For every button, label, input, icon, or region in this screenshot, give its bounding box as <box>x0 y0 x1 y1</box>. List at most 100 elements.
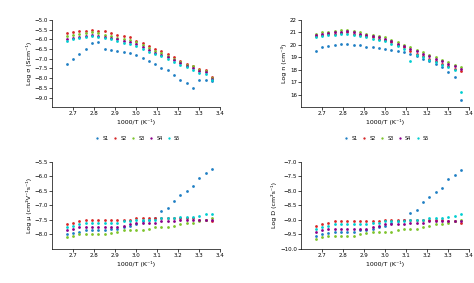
Point <box>426 57 433 62</box>
Point <box>202 218 210 222</box>
Point <box>202 212 210 216</box>
Point <box>183 62 191 67</box>
Point <box>369 225 376 230</box>
Point <box>394 49 401 53</box>
Point <box>95 40 102 44</box>
Point <box>407 226 414 231</box>
Point <box>101 47 109 51</box>
Point <box>95 232 102 237</box>
Point <box>394 222 401 226</box>
Point <box>63 37 71 42</box>
Point <box>208 167 216 171</box>
Point <box>82 28 90 33</box>
Point <box>419 56 427 61</box>
Point <box>432 219 439 224</box>
Point <box>63 61 71 66</box>
Point <box>95 28 102 33</box>
Point <box>69 30 77 35</box>
Point <box>76 29 83 34</box>
Point <box>132 216 140 221</box>
Point <box>457 220 465 225</box>
Point <box>438 186 446 190</box>
Point <box>189 220 197 225</box>
Point <box>457 212 465 216</box>
Point <box>139 47 146 51</box>
Point <box>114 33 121 38</box>
Point <box>337 42 345 46</box>
Point <box>139 228 146 232</box>
Point <box>164 52 172 56</box>
Point <box>438 59 446 63</box>
Point <box>132 228 140 232</box>
Point <box>356 33 364 37</box>
Point <box>177 62 184 67</box>
Point <box>325 33 332 38</box>
Point <box>369 226 376 231</box>
Point <box>76 52 83 56</box>
Point <box>120 39 128 44</box>
Point <box>132 44 140 48</box>
Point <box>63 34 71 38</box>
Point <box>445 220 452 225</box>
Point <box>356 228 364 232</box>
Point <box>394 219 401 224</box>
Point <box>195 218 203 222</box>
Point <box>82 218 90 222</box>
Point <box>107 218 115 222</box>
Point <box>63 222 71 226</box>
Point <box>101 218 109 222</box>
X-axis label: 1000/T (K⁻¹): 1000/T (K⁻¹) <box>366 261 404 267</box>
Point <box>139 55 146 60</box>
Point <box>319 34 326 38</box>
Point <box>312 226 319 231</box>
Point <box>363 219 370 224</box>
Point <box>208 218 216 222</box>
Point <box>69 33 77 38</box>
Point <box>407 49 414 53</box>
Point <box>101 35 109 40</box>
Point <box>432 216 439 221</box>
Point <box>331 226 338 231</box>
Point <box>145 58 153 63</box>
Point <box>76 225 83 230</box>
Point <box>183 220 191 225</box>
Point <box>331 31 338 36</box>
Point <box>158 225 165 230</box>
Point <box>69 226 77 231</box>
Point <box>375 34 383 38</box>
Point <box>451 172 458 177</box>
Point <box>344 222 351 226</box>
Point <box>107 231 115 235</box>
Point <box>189 68 197 73</box>
Point <box>145 226 153 231</box>
Point <box>344 234 351 238</box>
Point <box>164 225 172 230</box>
Point <box>139 43 146 47</box>
Point <box>350 229 357 234</box>
Point <box>120 37 128 42</box>
Point <box>183 215 191 219</box>
Point <box>451 64 458 68</box>
Point <box>407 218 414 222</box>
Point <box>350 219 357 224</box>
Point <box>151 225 159 230</box>
Point <box>107 37 115 42</box>
Legend: S1, S2, S3, S4, S5: S1, S2, S3, S4, S5 <box>341 136 429 141</box>
Point <box>312 49 319 53</box>
Point <box>419 218 427 222</box>
Point <box>382 38 389 42</box>
Point <box>132 42 140 46</box>
Point <box>164 216 172 221</box>
Point <box>445 177 452 181</box>
Point <box>457 218 465 222</box>
Point <box>183 65 191 70</box>
Point <box>407 45 414 50</box>
Point <box>445 219 452 224</box>
Point <box>183 61 191 66</box>
Point <box>82 232 90 237</box>
Point <box>189 216 197 221</box>
Point <box>164 219 172 224</box>
Point <box>151 52 159 56</box>
Point <box>151 47 159 51</box>
Point <box>189 66 197 71</box>
